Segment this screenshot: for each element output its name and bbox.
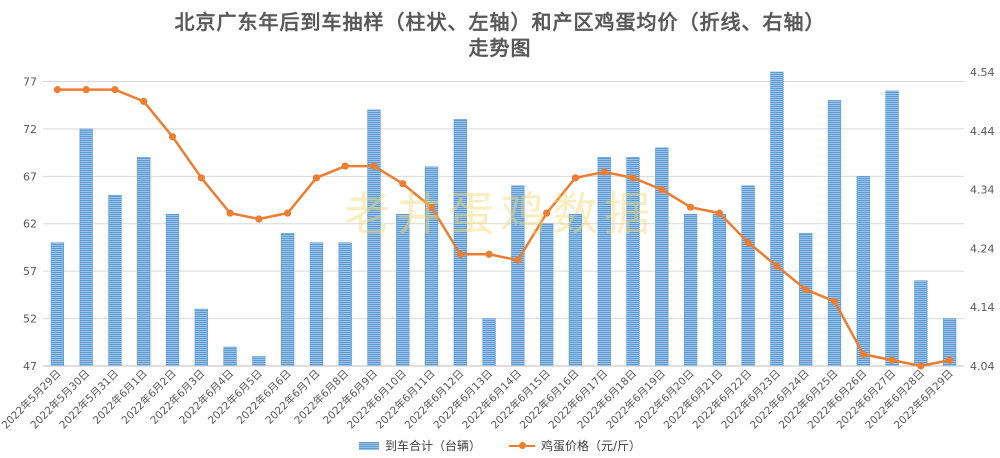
- price-point: [543, 209, 551, 217]
- y-right-tick-label: 4.04: [970, 360, 995, 373]
- price-point: [427, 203, 436, 211]
- bar: [597, 157, 611, 367]
- bar: [885, 90, 899, 367]
- price-point: [917, 362, 925, 370]
- bar: [367, 109, 381, 367]
- bar: [568, 213, 583, 367]
- y-right-tick-label: 4.14: [970, 301, 995, 314]
- bar: [281, 232, 295, 367]
- bar: [223, 346, 237, 367]
- bar: [511, 185, 525, 367]
- legend-line-swatch: [508, 441, 535, 451]
- bar: [770, 71, 784, 367]
- legend-bar-swatch: [358, 441, 379, 450]
- price-point: [773, 262, 781, 270]
- price-point: [341, 162, 349, 170]
- y-right-tick-label: 4.54: [970, 66, 995, 79]
- price-point: [111, 86, 119, 94]
- legend-item-bars: 到车合计（台辆）: [358, 437, 481, 454]
- price-point: [600, 168, 608, 176]
- bar: [50, 242, 65, 367]
- y-right-tick-label: 4.44: [970, 125, 995, 138]
- bar: [540, 223, 554, 367]
- chart-title: 北京广东年后到车抽样（柱状、左轴）和产区鸡蛋均价（折线、右轴）: [174, 10, 826, 34]
- bar: [309, 242, 324, 367]
- bar: [741, 185, 755, 367]
- legend-item-line: 鸡蛋价格（元/斤）: [508, 437, 642, 454]
- price-point: [312, 174, 321, 182]
- price-point: [715, 209, 723, 217]
- y-left-tick-label: 62: [23, 218, 37, 231]
- price-point: [888, 356, 896, 364]
- bar: [453, 119, 467, 367]
- bar: [856, 176, 870, 367]
- y-left-tick-label: 47: [23, 360, 37, 373]
- price-point: [226, 209, 234, 217]
- price-line: [57, 88, 950, 368]
- price-point: [399, 180, 407, 188]
- price-point: [485, 250, 493, 258]
- price-point: [197, 174, 205, 182]
- price-point: [255, 215, 263, 223]
- price-point: [629, 174, 637, 182]
- legend-label-line: 鸡蛋价格（元/斤）: [540, 439, 642, 453]
- bar: [827, 100, 842, 367]
- price-point: [686, 203, 695, 211]
- bar: [137, 157, 151, 367]
- price-point: [802, 285, 810, 294]
- bar: [338, 242, 352, 367]
- price-point: [514, 256, 522, 264]
- price-point: [571, 174, 580, 182]
- price-point: [946, 356, 954, 364]
- bar: [683, 213, 698, 367]
- y-left-tick-label: 77: [23, 75, 37, 88]
- bar: [914, 280, 928, 367]
- bar: [108, 194, 122, 367]
- bar: [424, 166, 439, 367]
- price-point: [370, 162, 378, 170]
- price-point: [53, 86, 61, 94]
- price-point: [140, 97, 148, 105]
- bar: [799, 232, 813, 367]
- price-point: [658, 186, 666, 194]
- chart-title-line2: 走势图: [468, 36, 532, 60]
- bar: [194, 308, 208, 367]
- y-left-tick-label: 57: [23, 265, 37, 278]
- y-right-tick-label: 4.34: [970, 184, 995, 197]
- bar: [165, 213, 180, 367]
- price-point: [82, 86, 90, 94]
- bar: [252, 356, 266, 367]
- legend: 到车合计（台辆） 鸡蛋价格（元/斤）: [0, 437, 1000, 454]
- bar: [626, 157, 640, 367]
- y-right-tick-label: 4.24: [970, 242, 995, 255]
- price-point: [859, 350, 867, 358]
- price-point: [456, 250, 464, 258]
- bar: [396, 213, 410, 367]
- y-left-tick-label: 52: [23, 313, 37, 326]
- y-left-tick-label: 67: [23, 170, 37, 183]
- price-point: [284, 209, 292, 217]
- price-point: [830, 297, 839, 305]
- price-point: [744, 238, 752, 247]
- bar: [655, 147, 669, 367]
- bar: [712, 213, 726, 367]
- price-point: [168, 133, 177, 141]
- legend-label-bars: 到车合计（台辆）: [384, 439, 481, 453]
- bar: [79, 128, 93, 367]
- y-left-tick-label: 72: [23, 123, 37, 136]
- bar: [482, 318, 496, 367]
